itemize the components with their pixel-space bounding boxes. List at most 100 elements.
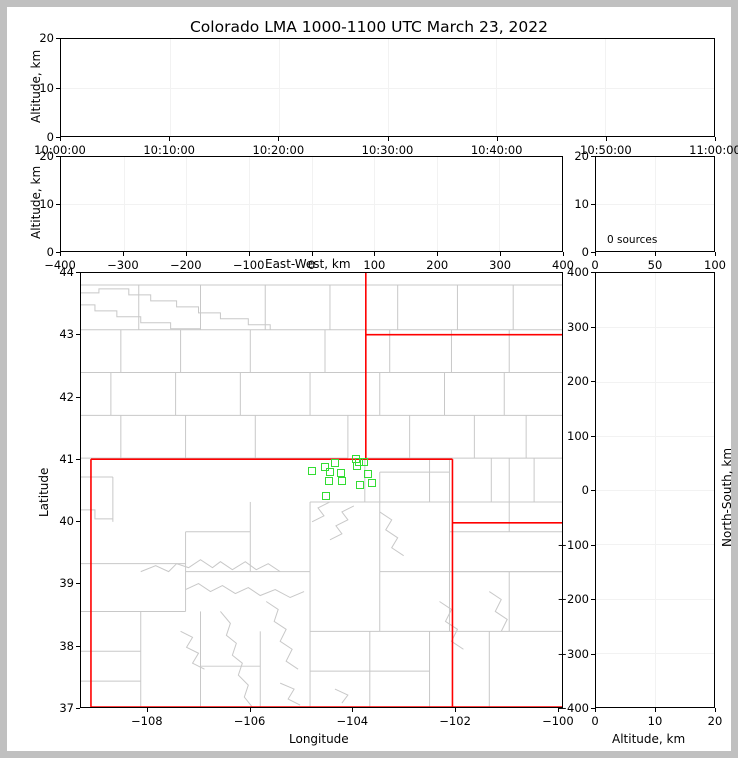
y-tick-mark: [591, 544, 595, 546]
x-tick-mark: [146, 708, 148, 712]
x-tick-mark: [60, 252, 61, 256]
lma-source-marker: [331, 459, 340, 468]
y-tick-mark: [591, 272, 595, 273]
y-tick-mark: [76, 272, 80, 273]
y-tick-label: 400: [567, 265, 589, 279]
y-tick-label: −100: [557, 537, 589, 552]
map-ylabel: Latitude: [37, 467, 51, 517]
lma-source-marker: [337, 476, 346, 485]
x-tick-mark: [374, 252, 376, 256]
lma-source-marker: [325, 476, 334, 485]
gridline-vertical: [436, 157, 438, 251]
y-tick-mark: [591, 708, 595, 709]
x-tick-label: −300: [107, 258, 139, 272]
y-tick-mark: [76, 458, 80, 460]
gridline-vertical: [374, 157, 376, 251]
lma-source-marker: [352, 462, 361, 471]
gridline-vertical: [186, 157, 188, 251]
x-tick-label: 200: [426, 258, 449, 272]
x-tick-label: −200: [169, 258, 202, 272]
figure-canvas: Colorado LMA 1000-1100 UTC March 23, 202…: [7, 7, 738, 751]
y-tick-label: 200: [567, 374, 589, 388]
y-tick-label: 40: [59, 514, 74, 529]
y-tick-mark: [56, 252, 60, 253]
x-tick-mark: [311, 252, 313, 256]
x-tick-mark: [352, 708, 354, 712]
y-tick-label: 0: [581, 245, 589, 259]
lma-source-marker: [320, 462, 329, 471]
x-tick-mark: [655, 708, 656, 712]
plan-view-map-panel[interactable]: [80, 272, 563, 708]
gridline-vertical: [499, 157, 501, 251]
y-tick-mark: [56, 38, 60, 39]
gridline-vertical: [278, 39, 280, 136]
y-tick-label: 43: [59, 327, 74, 342]
source-count-panel[interactable]: [595, 156, 715, 252]
x-tick-mark: [715, 708, 716, 712]
y-tick-mark: [56, 137, 60, 138]
y-tick-label: −300: [557, 646, 589, 661]
y-tick-mark: [76, 396, 80, 398]
y-tick-label: 10: [39, 80, 54, 95]
y-tick-mark: [56, 87, 60, 89]
x-tick-label: 10:00:00: [34, 143, 86, 157]
x-tick-mark: [595, 708, 596, 712]
x-tick-mark: [278, 137, 280, 141]
lma-source-marker: [364, 469, 373, 478]
gridline-vertical: [248, 157, 250, 251]
gridline-vertical: [311, 157, 313, 251]
x-tick-mark: [455, 708, 457, 712]
x-tick-label: −102: [439, 714, 471, 728]
x-tick-mark: [60, 137, 61, 141]
y-tick-mark: [56, 156, 60, 157]
time-height-panel[interactable]: [60, 38, 715, 137]
north-south-height-panel[interactable]: [595, 272, 715, 708]
x-tick-mark: [387, 137, 389, 141]
map-geometry: [81, 273, 562, 707]
x-tick-label: −100: [542, 714, 574, 728]
county-borders: [81, 284, 562, 707]
gridline-vertical: [123, 157, 125, 251]
x-tick-label: −100: [232, 258, 265, 272]
x-tick-mark: [169, 137, 171, 141]
east-west-xlabel: East-West, km: [265, 257, 351, 271]
x-tick-label: 0: [591, 258, 599, 272]
x-tick-label: 0: [307, 258, 316, 272]
y-tick-label: 41: [59, 451, 74, 466]
x-tick-label: 400: [552, 258, 574, 272]
y-tick-label: 38: [59, 638, 74, 653]
map-xlabel: Longitude: [289, 732, 349, 746]
lma-source-marker: [355, 481, 364, 490]
y-tick-label: 10: [39, 197, 54, 211]
north-south-xlabel: Altitude, km: [612, 732, 686, 746]
lma-source-marker: [367, 478, 376, 487]
x-tick-label: 11:00:00: [689, 143, 738, 157]
gridline-vertical: [605, 39, 607, 136]
gridline-vertical: [387, 39, 389, 136]
x-tick-label: 100: [363, 258, 386, 272]
y-tick-mark: [591, 490, 595, 491]
x-tick-mark: [563, 252, 564, 256]
y-tick-mark: [76, 708, 80, 709]
x-tick-label: −108: [131, 714, 163, 728]
x-tick-mark: [605, 137, 607, 141]
x-tick-mark: [122, 252, 124, 256]
y-tick-label: −400: [557, 701, 589, 715]
y-tick-label: 37: [59, 701, 74, 715]
x-tick-mark: [715, 252, 716, 256]
y-tick-mark: [76, 334, 80, 336]
y-tick-mark: [76, 521, 80, 523]
y-tick-mark: [591, 435, 595, 437]
x-tick-label: 10:40:00: [470, 143, 523, 157]
y-tick-mark: [591, 599, 595, 600]
north-south-ylabel: North-South, km: [720, 447, 734, 547]
x-tick-label: 100: [704, 258, 726, 272]
y-tick-label: 0: [46, 245, 54, 259]
gridline-vertical: [655, 273, 656, 707]
y-tick-mark: [591, 252, 595, 253]
east-west-height-panel[interactable]: [60, 156, 563, 252]
x-tick-mark: [249, 708, 251, 712]
time-height-ylabel: Altitude, km: [29, 49, 43, 123]
x-tick-label: −400: [44, 258, 76, 272]
figure-title: Colorado LMA 1000-1100 UTC March 23, 202…: [189, 18, 549, 36]
